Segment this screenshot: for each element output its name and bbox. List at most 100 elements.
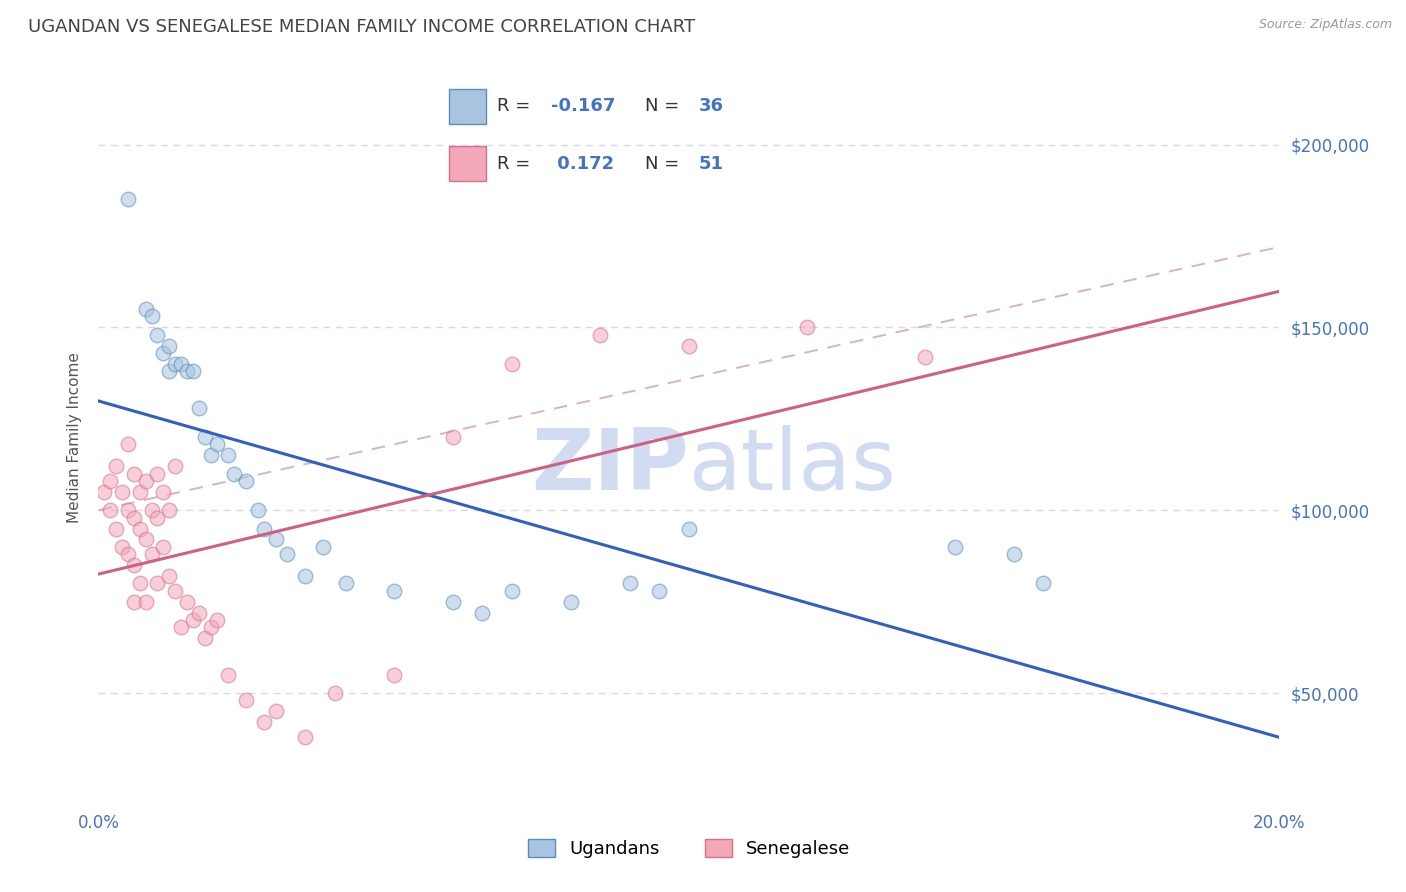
Point (170, 620, 193, 634)
Point (253, 715, 276, 730)
Point (98, 474, 121, 488)
Point (135, 594, 157, 608)
Point (441, 430, 464, 444)
Point (914, 350, 936, 364)
Point (1032, 576, 1054, 591)
Point (294, 569, 316, 583)
Text: N =: N = (645, 97, 679, 115)
Text: atlas: atlas (689, 425, 897, 508)
Text: 36: 36 (699, 97, 724, 115)
Text: 51: 51 (699, 155, 724, 173)
Point (122, 510, 145, 524)
Point (117, 503, 139, 517)
Point (187, 401, 209, 415)
Point (323, 686, 346, 700)
Point (1002, 547, 1025, 561)
Text: -0.167: -0.167 (551, 97, 614, 115)
Point (157, 569, 180, 583)
Point (471, 606, 494, 620)
Point (122, 594, 145, 608)
FancyBboxPatch shape (450, 89, 486, 124)
Point (141, 503, 163, 517)
Point (98, 503, 121, 517)
Point (796, 320, 818, 334)
Point (217, 667, 239, 681)
Point (111, 540, 134, 554)
Point (117, 437, 139, 451)
Point (589, 327, 612, 342)
Point (335, 576, 357, 591)
Point (264, 533, 287, 547)
Point (943, 540, 966, 554)
Point (501, 357, 523, 371)
Point (294, 730, 316, 744)
Point (441, 594, 464, 608)
Point (146, 467, 169, 481)
Point (205, 613, 228, 627)
Point (264, 705, 287, 719)
Point (312, 540, 335, 554)
Text: UGANDAN VS SENEGALESE MEDIAN FAMILY INCOME CORRELATION CHART: UGANDAN VS SENEGALESE MEDIAN FAMILY INCO… (28, 18, 695, 36)
Point (122, 467, 145, 481)
Text: Source: ZipAtlas.com: Source: ZipAtlas.com (1258, 18, 1392, 31)
Legend: Ugandans, Senegalese: Ugandans, Senegalese (519, 830, 859, 867)
Point (117, 192, 139, 206)
FancyBboxPatch shape (450, 146, 486, 181)
Point (276, 547, 298, 561)
Point (200, 620, 222, 634)
Point (648, 583, 671, 598)
Point (141, 547, 163, 561)
Point (146, 327, 169, 342)
Point (246, 503, 269, 517)
Point (194, 632, 217, 646)
Point (135, 533, 157, 547)
Point (205, 437, 228, 451)
Point (200, 448, 222, 462)
Point (135, 301, 157, 317)
Point (194, 430, 217, 444)
Point (152, 484, 174, 499)
Point (105, 521, 128, 535)
Point (165, 583, 187, 598)
Point (235, 474, 257, 488)
Text: 0.172: 0.172 (551, 155, 613, 173)
Text: N =: N = (645, 155, 679, 173)
Point (165, 459, 187, 474)
Point (157, 338, 180, 352)
Point (165, 357, 187, 371)
Point (678, 521, 700, 535)
Point (135, 474, 157, 488)
Point (224, 467, 246, 481)
Point (181, 364, 204, 378)
Y-axis label: Median Family Income: Median Family Income (66, 351, 82, 523)
Point (176, 364, 198, 378)
Point (152, 540, 174, 554)
Point (501, 583, 523, 598)
Point (170, 357, 193, 371)
Point (111, 484, 134, 499)
Point (382, 667, 405, 681)
Point (678, 338, 700, 352)
Point (141, 310, 163, 324)
Point (152, 346, 174, 360)
Point (117, 547, 139, 561)
Point (217, 448, 239, 462)
Point (235, 693, 257, 707)
Point (128, 576, 150, 591)
Point (560, 594, 582, 608)
Point (146, 510, 169, 524)
Point (157, 364, 180, 378)
Point (181, 613, 204, 627)
Point (619, 576, 641, 591)
Point (128, 484, 150, 499)
Text: ZIP: ZIP (531, 425, 689, 508)
Point (187, 606, 209, 620)
Point (157, 503, 180, 517)
Point (128, 521, 150, 535)
Point (146, 576, 169, 591)
Text: R =: R = (496, 155, 530, 173)
Point (105, 459, 128, 474)
Point (176, 594, 198, 608)
Point (93, 484, 115, 499)
Point (122, 558, 145, 573)
